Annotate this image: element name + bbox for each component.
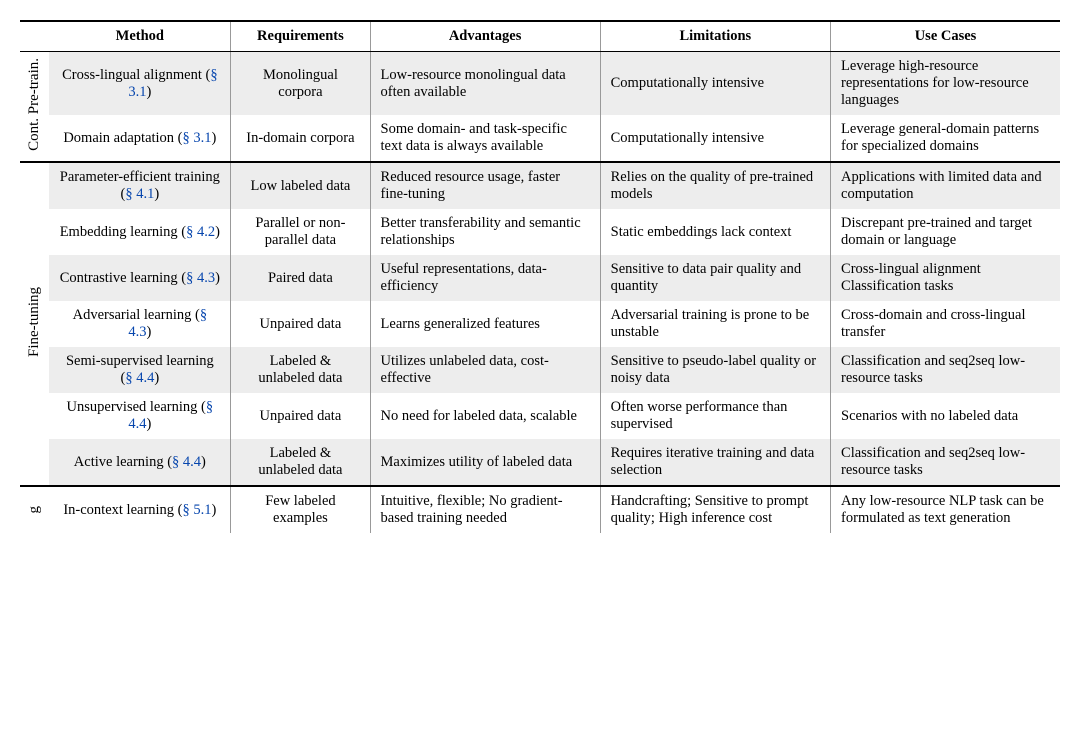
method-text-suffix: ): [146, 84, 151, 100]
usecase-cell: Cross-domain and cross-lingual transfer: [831, 301, 1060, 347]
advantage-cell: Useful representations, data-efficiency: [370, 255, 600, 301]
table-row: Unsupervised learning (§ 4.4)Unpaired da…: [20, 393, 1060, 439]
requirement-cell: Labeled & unlabeled data: [231, 439, 370, 486]
method-cell: In-context learning (§ 5.1): [49, 486, 230, 533]
group-label: Fine-tuning: [26, 287, 43, 357]
limitation-cell: Requires iterative training and data sel…: [600, 439, 830, 486]
advantage-cell: Reduced resource usage, faster fine-tuni…: [370, 162, 600, 209]
requirement-cell: Parallel or non-parallel data: [231, 209, 370, 255]
method-text-suffix: ): [146, 416, 151, 432]
method-text: Embedding learning (: [60, 224, 186, 240]
advantage-cell: Better transferability and semantic rela…: [370, 209, 600, 255]
method-text-suffix: ): [154, 370, 159, 386]
method-text-suffix: ): [146, 324, 151, 340]
limitation-cell: Often worse perfor­mance than supervised: [600, 393, 830, 439]
usecase-cell: Leverage high-resource representations f…: [831, 52, 1060, 116]
table-row: Contrastive learning (§ 4.3)Paired dataU…: [20, 255, 1060, 301]
header-method: Method: [49, 21, 230, 52]
limitation-cell: Handcrafting; Sensitive to prompt qualit…: [600, 486, 830, 533]
limitation-cell: Relies on the quality of pre-trained mod…: [600, 162, 830, 209]
table-row: Semi-supervised learning (§ 4.4)Labeled …: [20, 347, 1060, 393]
method-cell: Active learning (§ 4.4): [49, 439, 230, 486]
method-cell: Embedding learning (§ 4.2): [49, 209, 230, 255]
requirement-cell: In-domain corpora: [231, 115, 370, 162]
method-text: Unsupervised learning (: [67, 399, 206, 415]
methods-table: Method Requirements Advantages Limitatio…: [20, 20, 1060, 533]
advantage-cell: No need for labeled data, scalable: [370, 393, 600, 439]
usecase-cell: Scenarios with no labeled data: [831, 393, 1060, 439]
section-ref-link[interactable]: § 4.4: [125, 370, 154, 386]
requirement-cell: Unpaired data: [231, 393, 370, 439]
limitation-cell: Sensitive to data pair quality and quant…: [600, 255, 830, 301]
group-label: g: [26, 506, 43, 514]
section-ref-link[interactable]: § 4.1: [125, 186, 154, 202]
advantage-cell: Low-resource monolingual data often avai…: [370, 52, 600, 116]
table-row: gIn-context learning (§ 5.1)Few labeled …: [20, 486, 1060, 533]
method-cell: Cross-lingual alignment (§ 3.1): [49, 52, 230, 116]
usecase-cell: Any low-resource NLP task can be formula…: [831, 486, 1060, 533]
section-ref-link[interactable]: § 4.3: [186, 270, 215, 286]
requirement-cell: Low labeled data: [231, 162, 370, 209]
requirement-cell: Monolingual corpora: [231, 52, 370, 116]
table-row: Domain adaptation (§ 3.1)In-domain corpo…: [20, 115, 1060, 162]
header-advantages: Advantages: [370, 21, 600, 52]
advantage-cell: Intuitive, flexible; No gradient-based t…: [370, 486, 600, 533]
limitation-cell: Static embeddings lack context: [600, 209, 830, 255]
advantage-cell: Some domain- and task-specific text data…: [370, 115, 600, 162]
table-row: Adversarial learning (§ 4.3)Unpaired dat…: [20, 301, 1060, 347]
method-text-suffix: ): [215, 224, 220, 240]
advantage-cell: Utilizes unlabeled data, cost-effective: [370, 347, 600, 393]
header-limitations: Limitations: [600, 21, 830, 52]
method-text: Domain adaptation (: [63, 130, 182, 146]
group-label-cell: Fine-tuning: [20, 162, 49, 486]
table-row: Embedding learning (§ 4.2)Parallel or no…: [20, 209, 1060, 255]
limitation-cell: Sensitive to pseudo-label quality or noi…: [600, 347, 830, 393]
section-ref-link[interactable]: § 4.4: [172, 454, 201, 470]
requirement-cell: Paired data: [231, 255, 370, 301]
usecase-cell: Classification and seq2seq low-resource …: [831, 347, 1060, 393]
usecase-cell: Cross-lingual alignment Classification t…: [831, 255, 1060, 301]
method-text-suffix: ): [154, 186, 159, 202]
method-cell: Adversarial learning (§ 4.3): [49, 301, 230, 347]
usecase-cell: Applications with limited data and compu…: [831, 162, 1060, 209]
limitation-cell: Computationally intensive: [600, 52, 830, 116]
method-text-suffix: ): [215, 270, 220, 286]
requirement-cell: Few labeled examples: [231, 486, 370, 533]
group-label-cell: Cont. Pre-train.: [20, 52, 49, 163]
header-usecases: Use Cases: [831, 21, 1060, 52]
section-ref-link[interactable]: § 4.2: [186, 224, 215, 240]
method-text: Adversarial learning (: [73, 307, 200, 323]
usecase-cell: Discrepant pre-trained and target domain…: [831, 209, 1060, 255]
usecase-cell: Classification and seq2seq low-resource …: [831, 439, 1060, 486]
group-label: Cont. Pre-train.: [26, 58, 43, 151]
method-text-suffix: ): [201, 454, 206, 470]
table-row: Active learning (§ 4.4)Labeled & unlabel…: [20, 439, 1060, 486]
requirement-cell: Unpaired data: [231, 301, 370, 347]
method-cell: Semi-supervised learning (§ 4.4): [49, 347, 230, 393]
usecase-cell: Leverage general-domain patterns for spe…: [831, 115, 1060, 162]
limitation-cell: Computationally intensive: [600, 115, 830, 162]
requirement-cell: Labeled & unlabeled data: [231, 347, 370, 393]
header-requirements: Requirements: [231, 21, 370, 52]
section-ref-link[interactable]: § 3.1: [183, 130, 212, 146]
method-cell: Domain adaptation (§ 3.1): [49, 115, 230, 162]
method-cell: Parameter-efficient training (§ 4.1): [49, 162, 230, 209]
method-text-suffix: ): [212, 502, 217, 518]
table-row: Cont. Pre-train.Cross-lingual alignment …: [20, 52, 1060, 116]
method-text: Active learning (: [74, 454, 172, 470]
section-ref-link[interactable]: § 5.1: [183, 502, 212, 518]
header-empty: [20, 21, 49, 52]
method-text: In-context learning (: [63, 502, 182, 518]
table-row: Fine-tuningParameter-efficient training …: [20, 162, 1060, 209]
group-label-cell: g: [20, 486, 49, 533]
method-text: Contrastive learning (: [60, 270, 186, 286]
advantage-cell: Learns generalized features: [370, 301, 600, 347]
method-cell: Unsupervised learning (§ 4.4): [49, 393, 230, 439]
method-text-suffix: ): [212, 130, 217, 146]
method-cell: Contrastive learning (§ 4.3): [49, 255, 230, 301]
advantage-cell: Maximizes utility of labeled data: [370, 439, 600, 486]
limitation-cell: Adversarial training is prone to be unst…: [600, 301, 830, 347]
method-text: Cross-lingual alignment (: [62, 67, 210, 83]
